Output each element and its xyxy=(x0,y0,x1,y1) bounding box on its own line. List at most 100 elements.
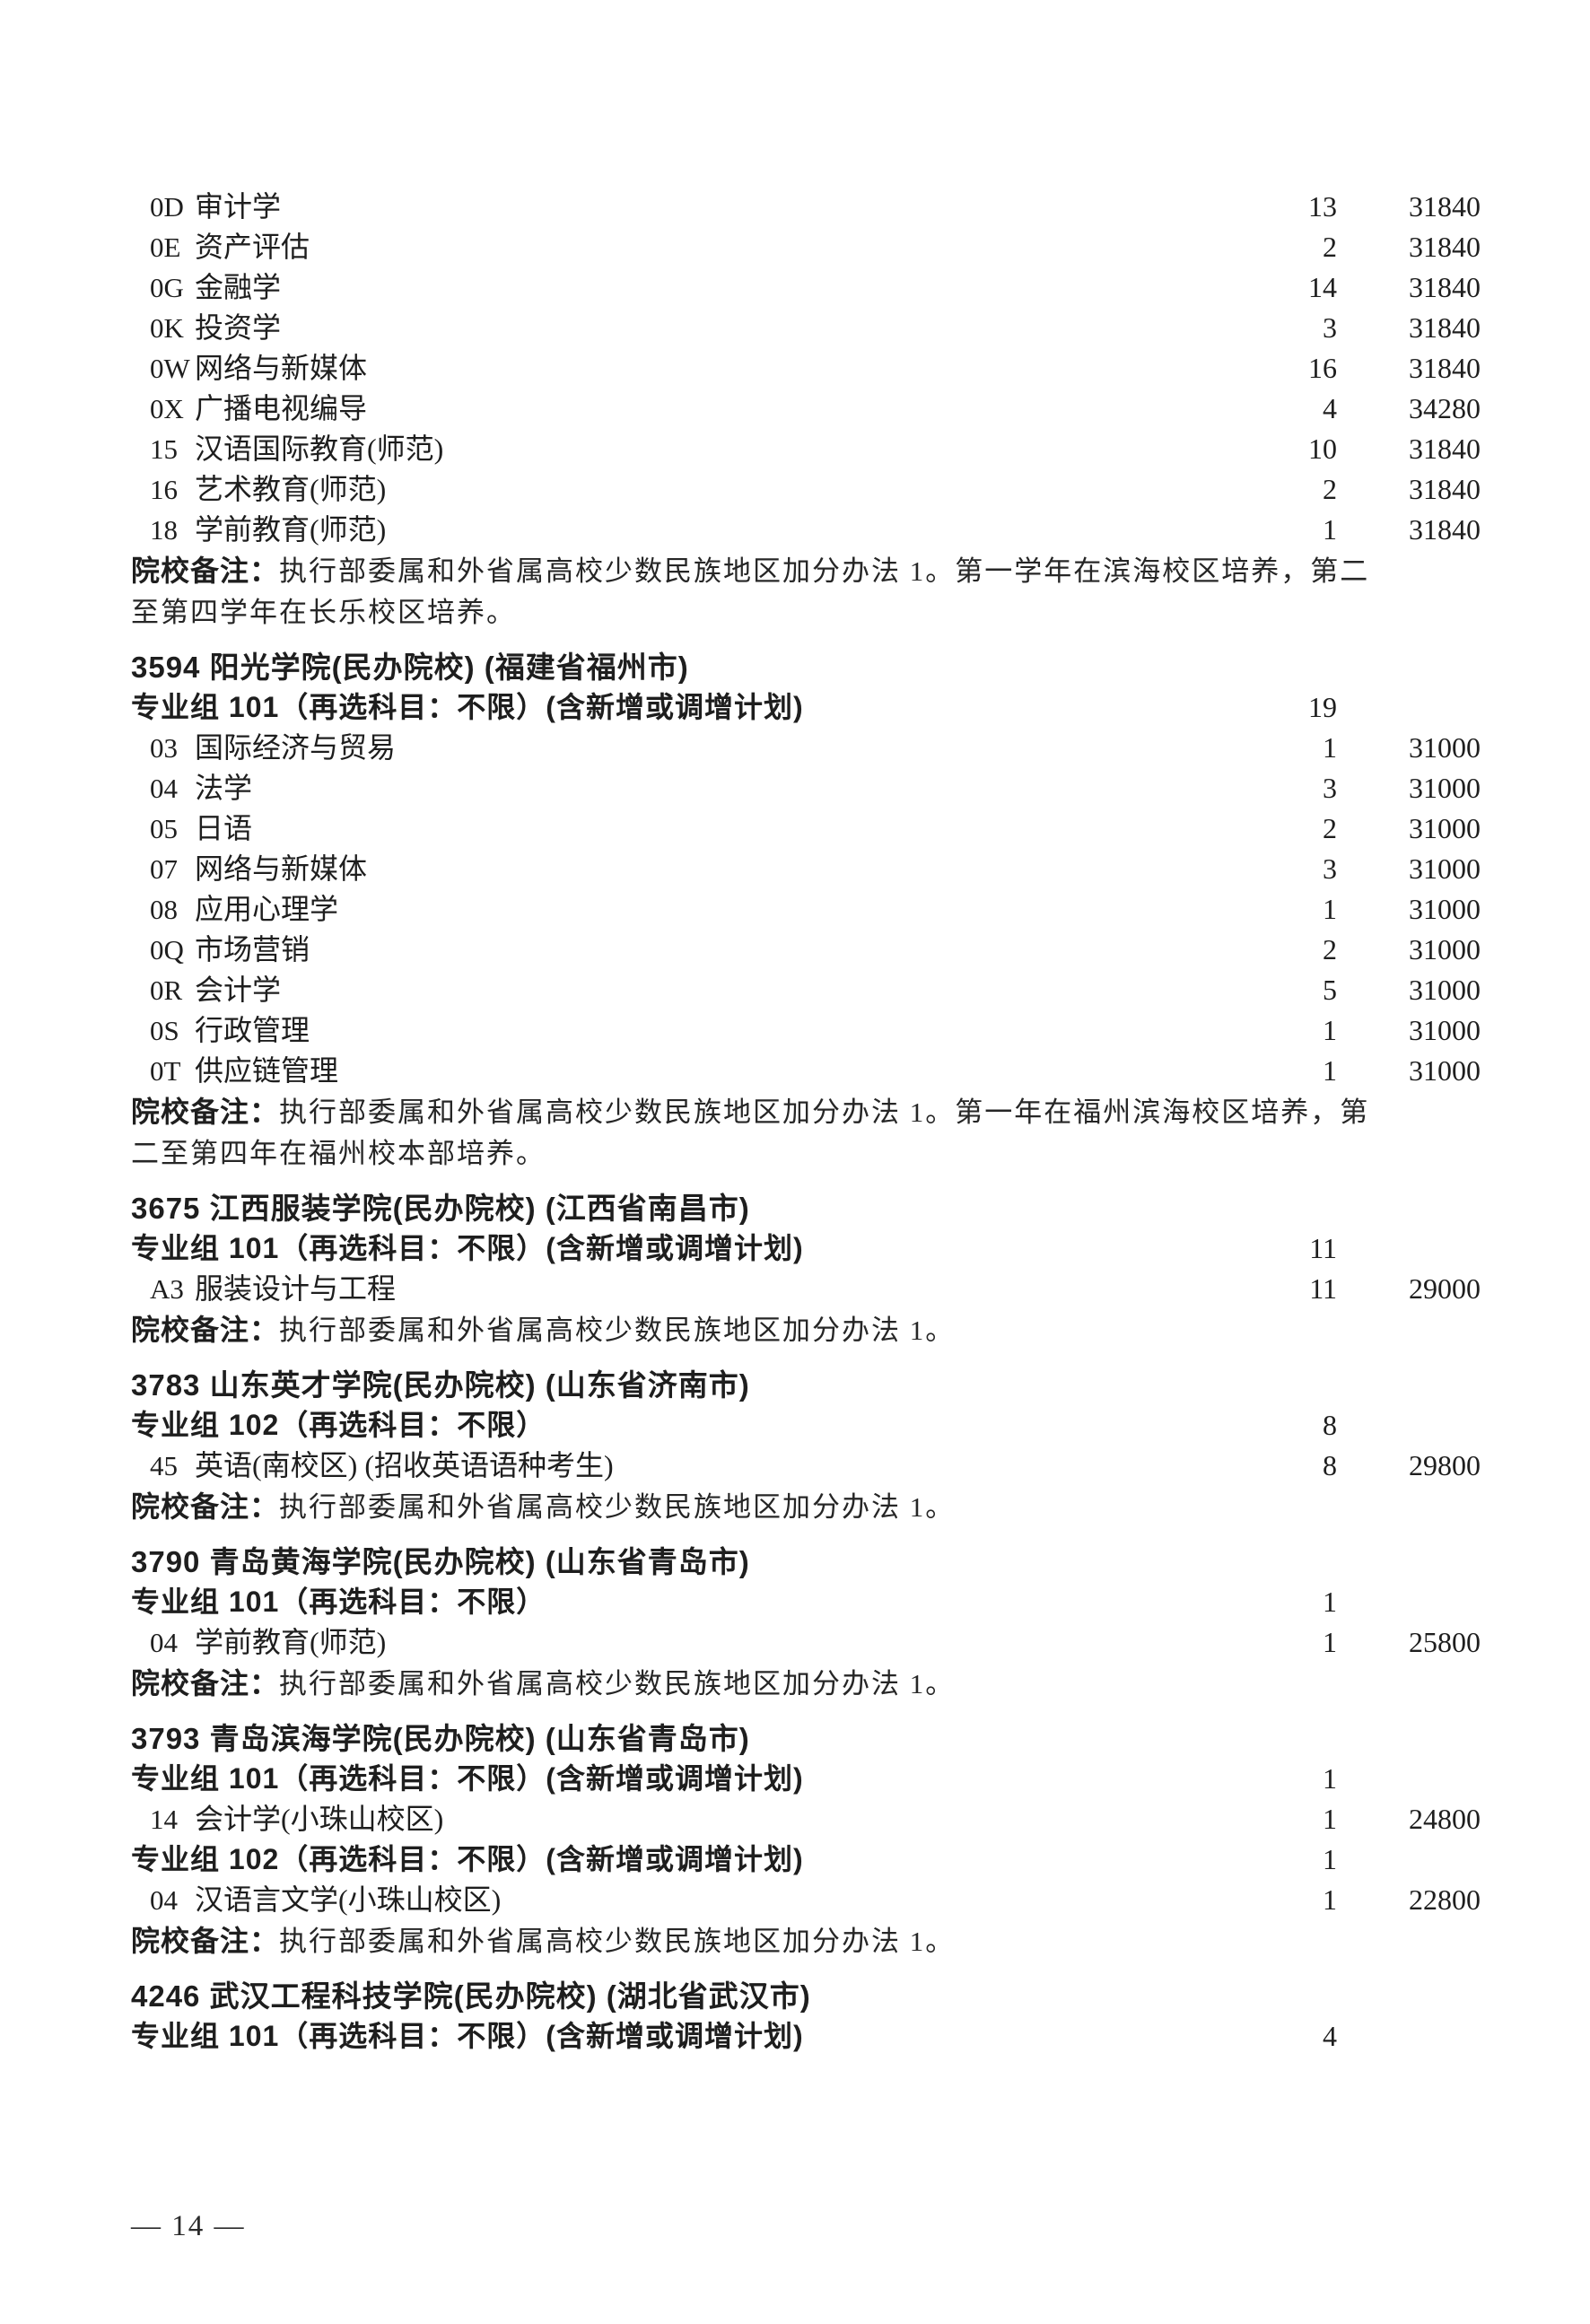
school-code: 3783 xyxy=(131,1368,201,1402)
major-name: 市场营销 xyxy=(195,933,310,965)
subject-group-row: 专业组 101（再选科目：不限）(含新增或调增计划) 11 xyxy=(131,1228,1481,1269)
major-count: 5 xyxy=(1323,974,1337,1006)
major-count: 3 xyxy=(1323,772,1337,804)
major-row: 14 会计学(小珠山校区) 1 24800 xyxy=(131,1799,1481,1839)
school-code: 3793 xyxy=(131,1722,201,1755)
major-row: 03 国际经济与贸易 1 31000 xyxy=(131,728,1481,768)
major-name: 艺术教育(师范) xyxy=(195,473,387,505)
major-row: 05 日语 2 31000 xyxy=(131,808,1481,849)
major-name: 网络与新媒体 xyxy=(195,852,368,885)
school-section: 3790 青岛黄海学院(民办院校) (山东省青岛市) 专业组 101（再选科目：不… xyxy=(131,1542,1481,1705)
subject-group-count: 1 xyxy=(1323,1586,1337,1618)
school-header: 3790 青岛黄海学院(民办院校) (山东省青岛市) xyxy=(131,1542,1481,1582)
subject-group-row: 专业组 101（再选科目：不限）(含新增或调增计划) 4 xyxy=(131,2016,1481,2057)
major-fee: 31000 xyxy=(1409,731,1481,764)
subject-group-label: 专业组 101（再选科目：不限） xyxy=(131,1586,546,1618)
note-text: 执行部委属和外省属高校少数民族地区加分办法 1。 xyxy=(279,1491,956,1523)
major-row: 18 学前教育(师范) 1 31840 xyxy=(131,510,1481,550)
subject-group-label: 专业组 101（再选科目：不限）(含新增或调增计划) xyxy=(131,691,804,723)
major-row: 04 法学 3 31000 xyxy=(131,768,1481,808)
note-label: 院校备注： xyxy=(131,1925,280,1957)
major-count: 1 xyxy=(1323,1014,1337,1046)
major-count: 1 xyxy=(1323,513,1337,546)
major-code: 45 xyxy=(150,1450,178,1481)
subject-group-count: 19 xyxy=(1308,691,1337,723)
major-fee: 34280 xyxy=(1409,392,1481,424)
major-count: 3 xyxy=(1323,311,1337,344)
major-row: 16 艺术教育(师范) 2 31840 xyxy=(131,469,1481,510)
school-section: 4246 武汉工程科技学院(民办院校) (湖北省武汉市) 专业组 101（再选科目… xyxy=(131,1976,1481,2057)
major-code: 0Q xyxy=(150,934,184,965)
major-count: 1 xyxy=(1323,893,1337,925)
major-row: 0R 会计学 5 31000 xyxy=(131,970,1481,1010)
major-fee: 31000 xyxy=(1409,933,1481,965)
subject-group-count: 1 xyxy=(1323,1843,1337,1875)
school-header: 4246 武汉工程科技学院(民办院校) (湖北省武汉市) xyxy=(131,1976,1481,2016)
major-fee: 31000 xyxy=(1409,974,1481,1006)
major-fee: 31840 xyxy=(1409,352,1481,384)
major-count: 2 xyxy=(1323,231,1337,263)
school-code: 3790 xyxy=(131,1545,201,1578)
major-name: 供应链管理 xyxy=(195,1054,339,1087)
subject-group-row: 专业组 101（再选科目：不限）(含新增或调增计划) 1 xyxy=(131,1759,1481,1799)
note-text: 执行部委属和外省属高校少数民族地区加分办法 1。 xyxy=(279,1668,956,1699)
school-note: 院校备注：执行部委属和外省属高校少数民族地区加分办法 1。第一学年在滨海校区培养… xyxy=(131,550,1374,633)
school-header: 3793 青岛滨海学院(民办院校) (山东省青岛市) xyxy=(131,1718,1481,1759)
school-section: 3783 山东英才学院(民办院校) (山东省济南市) 专业组 102（再选科目：不… xyxy=(131,1365,1481,1528)
major-fee: 31840 xyxy=(1409,190,1481,223)
major-code: 0D xyxy=(150,191,184,223)
major-fee: 31840 xyxy=(1409,513,1481,546)
school-header: 3783 山东英才学院(民办院校) (山东省济南市) xyxy=(131,1365,1481,1405)
major-row: 0T 供应链管理 1 31000 xyxy=(131,1051,1481,1091)
school-title: 青岛黄海学院(民办院校) (山东省青岛市) xyxy=(209,1545,750,1578)
subject-group-label: 专业组 101（再选科目：不限）(含新增或调增计划) xyxy=(131,1232,804,1264)
school-header: 3675 江西服装学院(民办院校) (江西省南昌市) xyxy=(131,1188,1481,1228)
major-row: 07 网络与新媒体 3 31000 xyxy=(131,849,1481,889)
major-code: 04 xyxy=(150,1627,178,1658)
note-label: 院校备注： xyxy=(131,1096,280,1128)
major-name: 资产评估 xyxy=(195,231,310,263)
school-code: 3675 xyxy=(131,1192,201,1225)
major-code: 15 xyxy=(150,433,178,465)
major-name: 投资学 xyxy=(195,311,282,344)
major-code: 0W xyxy=(150,353,190,384)
major-count: 4 xyxy=(1323,392,1337,424)
major-row: 0G 金融学 14 31840 xyxy=(131,267,1481,308)
major-fee: 31840 xyxy=(1409,271,1481,303)
major-row: A3 服装设计与工程 11 29000 xyxy=(131,1269,1481,1309)
major-name: 会计学 xyxy=(195,974,282,1006)
page-footer: — 14 — xyxy=(131,2210,246,2243)
school-title: 青岛滨海学院(民办院校) (山东省青岛市) xyxy=(209,1722,750,1755)
major-code: 14 xyxy=(150,1804,178,1835)
major-code: 05 xyxy=(150,813,178,844)
major-fee: 25800 xyxy=(1409,1626,1481,1658)
major-code: 0T xyxy=(150,1055,181,1087)
major-fee: 31000 xyxy=(1409,893,1481,925)
subject-group-label: 专业组 102（再选科目：不限） xyxy=(131,1409,546,1441)
major-count: 8 xyxy=(1323,1449,1337,1481)
school-code: 3594 xyxy=(131,651,201,684)
major-fee: 31840 xyxy=(1409,473,1481,505)
major-count: 2 xyxy=(1323,473,1337,505)
subject-group-count: 1 xyxy=(1323,1762,1337,1795)
major-name: 法学 xyxy=(195,772,253,804)
major-name: 英语(南校区) (招收英语语种考生) xyxy=(195,1449,614,1481)
school-code: 4246 xyxy=(131,1979,201,2013)
school-note: 院校备注：执行部委属和外省属高校少数民族地区加分办法 1。 xyxy=(131,1486,1374,1528)
note-label: 院校备注： xyxy=(131,1490,280,1523)
major-code: 03 xyxy=(150,732,178,764)
major-count: 3 xyxy=(1323,852,1337,885)
major-count: 1 xyxy=(1323,1054,1337,1087)
note-label: 院校备注： xyxy=(131,1667,280,1699)
major-name: 网络与新媒体 xyxy=(195,352,368,384)
major-code: 07 xyxy=(150,853,178,885)
school-section: 0D 审计学 13 31840 0E 资产评估 2 31840 0G 金融学 14 31840 0K 投资… xyxy=(131,187,1481,633)
major-name: 应用心理学 xyxy=(195,893,339,925)
major-row: 0D 审计学 13 31840 xyxy=(131,187,1481,227)
major-row: 15 汉语国际教育(师范) 10 31840 xyxy=(131,429,1481,469)
subject-group-count: 11 xyxy=(1309,1232,1337,1264)
major-name: 审计学 xyxy=(195,190,282,223)
major-name: 汉语国际教育(师范) xyxy=(195,432,444,465)
subject-group-label: 专业组 101（再选科目：不限）(含新增或调增计划) xyxy=(131,2020,804,2052)
